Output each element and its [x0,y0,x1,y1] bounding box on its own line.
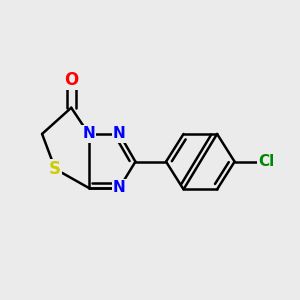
Text: S: S [49,160,61,178]
Text: N: N [113,127,126,142]
Text: O: O [64,71,78,89]
Text: Cl: Cl [259,154,275,169]
Text: N: N [113,180,126,195]
Text: N: N [82,127,95,142]
